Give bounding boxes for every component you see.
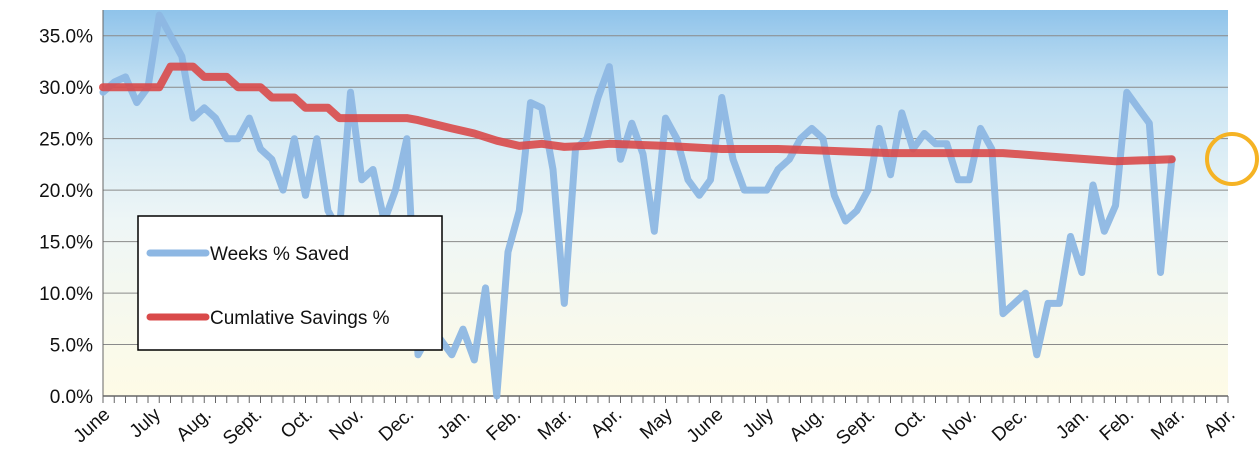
y-tick-label: 5.0%: [50, 336, 93, 357]
legend-box: [137, 215, 443, 351]
x-tick-label: Mar.: [1147, 404, 1189, 444]
y-tick-label: 15.0%: [39, 233, 93, 254]
legend-label-weeks: Weeks % Saved: [210, 244, 349, 265]
y-axis: 0.0% 5.0% 10.0% 15.0% 20.0% 25.0% 30.0% 35.0%: [39, 10, 104, 408]
x-tick-label: Dec.: [375, 404, 418, 446]
x-tick-label: Sept.: [219, 404, 266, 449]
x-tick-label: July: [739, 404, 779, 443]
x-tick-label: Dec.: [988, 404, 1031, 446]
x-tick-label: Aug.: [172, 404, 215, 446]
x-tick-label: Apr.: [1200, 404, 1239, 442]
x-tick-label: Sept.: [832, 404, 879, 449]
x-tick-label: July: [126, 404, 166, 443]
x-tick-label: Mar.: [534, 404, 576, 444]
series-line-cumulative-savings: [99, 62, 1176, 166]
x-axis: June July Aug. Sept. Oct. Nov. Dec. Jan. Feb. Mar…: [70, 395, 1239, 449]
y-tick-label: 10.0%: [39, 284, 93, 305]
x-tick-label: Oct.: [890, 404, 930, 443]
y-tick-label: 25.0%: [39, 130, 93, 151]
legend: Weeks % Saved Cumlative Savings %: [137, 215, 443, 351]
series-line-weeks-saved: [99, 11, 1176, 400]
x-tick-label: Oct.: [277, 404, 317, 443]
x-tick-label: Nov.: [325, 404, 367, 445]
x-tick-label: Feb.: [483, 404, 525, 445]
x-tick-label: Nov.: [939, 404, 981, 445]
x-tick-label: Apr.: [587, 404, 626, 442]
y-tick-label: 35.0%: [39, 27, 93, 48]
x-tick-label: June: [70, 404, 115, 447]
x-tick-label: Jan.: [1052, 404, 1093, 444]
y-tick-label: 20.0%: [39, 181, 93, 202]
x-tick-label: Jan.: [434, 404, 475, 444]
x-tick-label: Aug.: [786, 404, 829, 446]
x-tick-label: Feb.: [1096, 404, 1138, 445]
x-tick-label: June: [683, 404, 728, 447]
series-lines: [99, 11, 1176, 400]
highlight-circle: [1205, 132, 1259, 186]
legend-label-cumulative: Cumlative Savings %: [210, 308, 390, 329]
y-tick-label: 0.0%: [50, 387, 93, 408]
x-tick-label: May: [636, 404, 677, 444]
y-tick-label: 30.0%: [39, 78, 93, 99]
